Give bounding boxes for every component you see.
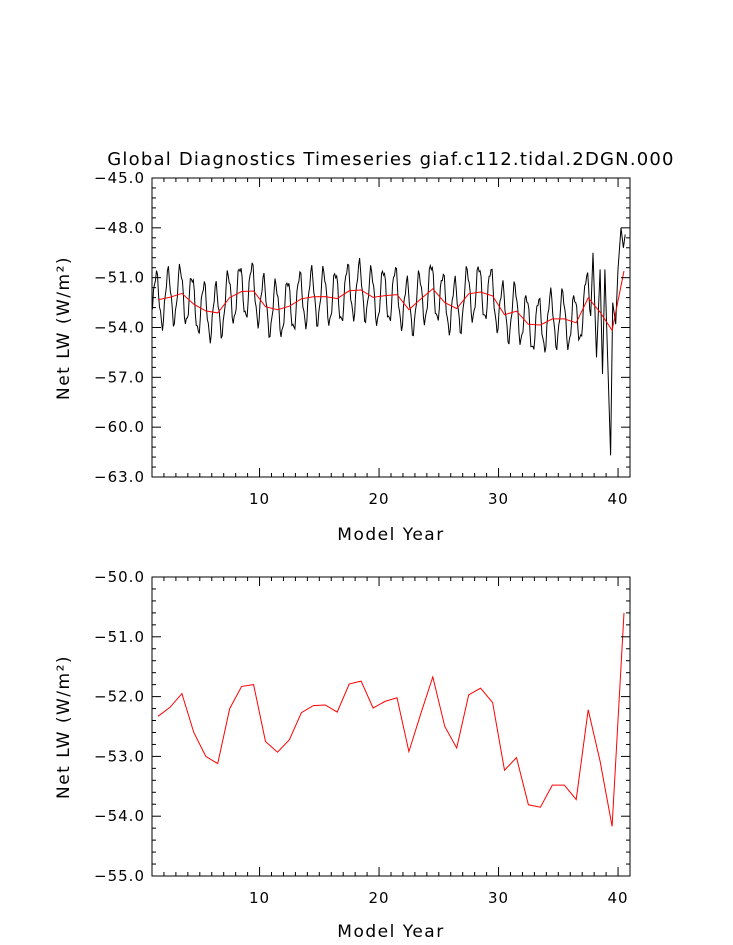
plot-area: [152, 227, 626, 456]
y-tick-label: −57.0: [94, 368, 145, 386]
x-tick-label: 20: [369, 490, 390, 508]
y-tick-label: −54.0: [94, 319, 145, 337]
plot-area: [157, 612, 625, 827]
bottom-panel: −55.0−54.0−53.0−52.0−51.0−50.0 10 20 30 40 …: [54, 568, 631, 942]
top-panel: Global Diagnostics Timeseries giaf.c112.…: [54, 149, 674, 545]
x-tick-labels: 10 20 30 40: [249, 889, 629, 907]
annual-mean-line: [157, 612, 625, 827]
y-tick-label: −53.0: [94, 747, 145, 765]
y-tick-label: −51.0: [94, 628, 145, 646]
y-tick-label: −60.0: [94, 418, 145, 436]
axis-ticks: [152, 576, 630, 877]
chart-title: Global Diagnostics Timeseries giaf.c112.…: [107, 149, 674, 170]
y-tick-label: −54.0: [94, 807, 145, 825]
y-tick-label: −48.0: [94, 219, 145, 237]
y-tick-label: −51.0: [94, 269, 145, 287]
y-tick-labels: −55.0 −54.0 −53.0 −52.0 −51.0 −50.0: [94, 568, 145, 885]
plot-frame: [151, 177, 631, 478]
y-tick-labels: −63.0 −60.0 −57.0 −54.0 −51.0 −48.0 −45.0: [94, 169, 145, 486]
y-axis-label: Net LW (W/m²): [54, 655, 74, 799]
x-axis-label: Model Year: [337, 922, 444, 942]
x-tick-label: 10: [249, 490, 270, 508]
x-tick-label: 20: [369, 889, 390, 907]
y-tick-label: −55.0: [94, 867, 145, 885]
y-tick-label: −50.0: [94, 568, 145, 586]
x-tick-label: 30: [488, 490, 509, 508]
y-tick-label: −45.0: [94, 169, 145, 187]
x-tick-label: 10: [249, 889, 270, 907]
x-axis-label: Model Year: [337, 525, 444, 545]
plot-frame: [151, 576, 631, 877]
monthly-series-line: [152, 227, 626, 456]
x-tick-label: 40: [608, 889, 629, 907]
x-tick-label: 40: [608, 490, 629, 508]
y-axis-label: Net LW (W/m²): [54, 256, 74, 400]
x-tick-label: 30: [488, 889, 509, 907]
y-tick-label: −52.0: [94, 688, 145, 706]
x-tick-labels: 10 20 30 40: [249, 490, 629, 508]
y-tick-label: −63.0: [94, 468, 145, 486]
annual-mean-line: [157, 270, 625, 332]
